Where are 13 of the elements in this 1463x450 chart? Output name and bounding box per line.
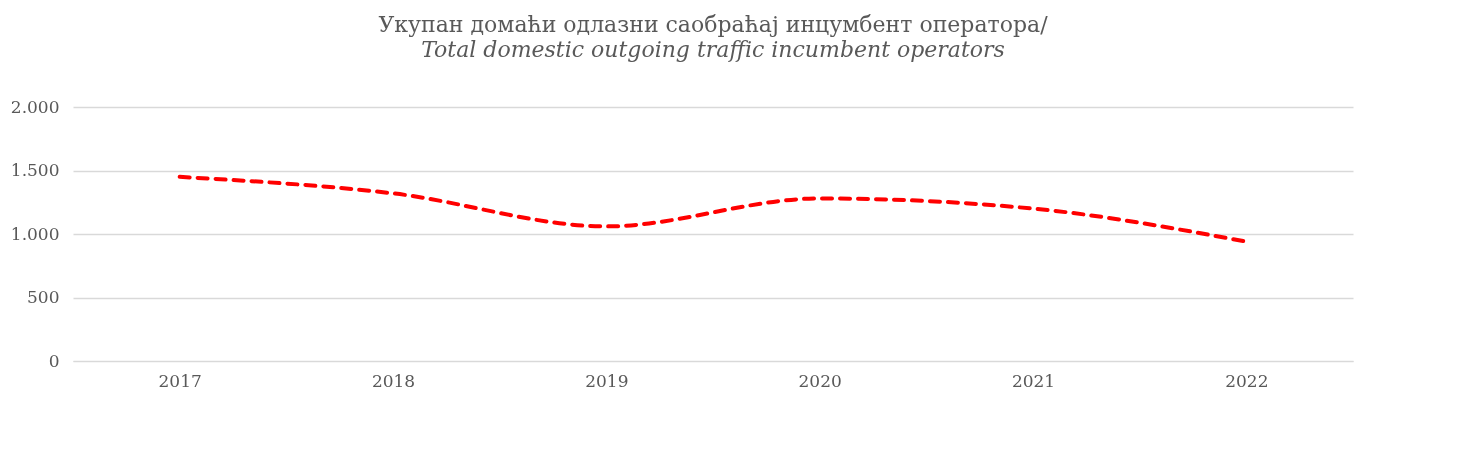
y-tick-label: 2.000 xyxy=(10,96,60,117)
chart-subtitle: Total domestic outgoing traffic incumbent operators xyxy=(421,37,1005,62)
y-tick-label: 1.000 xyxy=(10,223,60,244)
x-tick-label: 2020 xyxy=(798,370,842,391)
y-tick-label: 500 xyxy=(27,287,60,307)
x-tick-label: 2017 xyxy=(158,370,202,391)
x-tick-label: 2022 xyxy=(1225,370,1269,391)
y-tick-label: 0 xyxy=(48,350,60,371)
chart-title: Укупан домаћи одлазни саобраћај инцумбент оператора/ xyxy=(378,12,1049,37)
x-tick-label: 2021 xyxy=(1011,370,1056,391)
x-tick-label: 2018 xyxy=(371,370,416,391)
x-tick-label: 2019 xyxy=(585,370,629,391)
y-tick-label: 1.500 xyxy=(10,160,60,180)
